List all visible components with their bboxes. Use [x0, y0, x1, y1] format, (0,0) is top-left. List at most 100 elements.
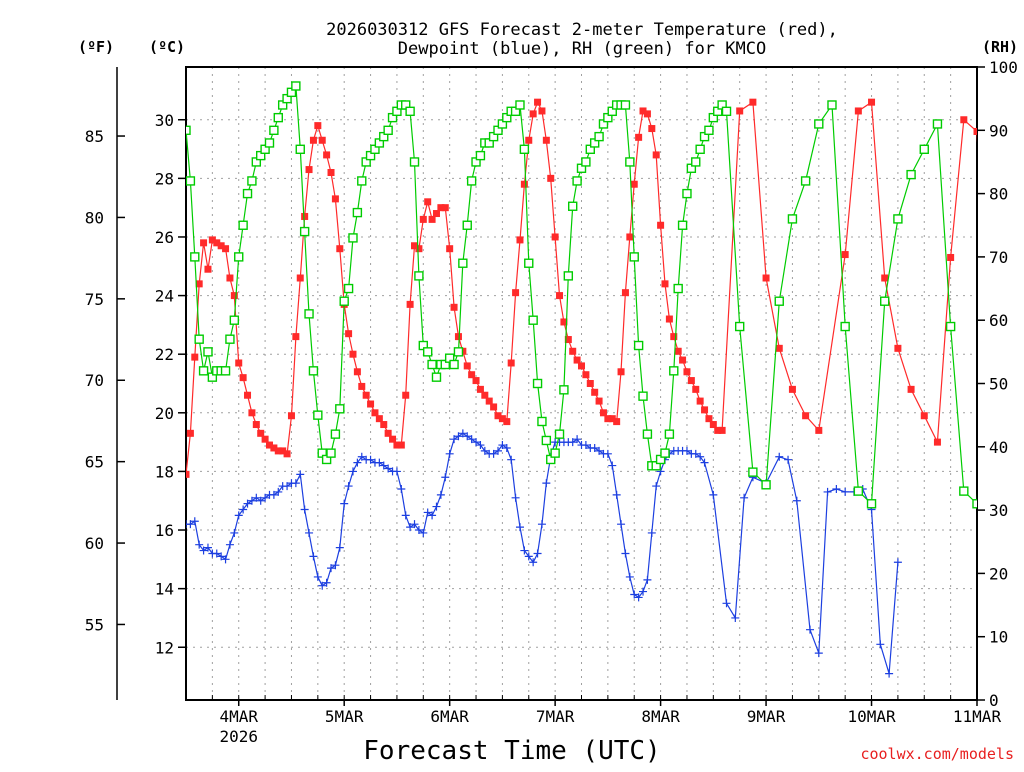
temperature-point — [200, 239, 208, 247]
dewpoint-point — [722, 599, 731, 608]
relative-humidity-point — [691, 157, 701, 167]
dewpoint-point — [300, 505, 309, 514]
relative-humidity-point — [453, 347, 464, 357]
relative-humidity-point — [787, 214, 798, 224]
dewpoint-point — [515, 523, 524, 532]
temperature-point — [454, 333, 462, 341]
temperature-point — [626, 233, 634, 241]
temperature-point — [736, 107, 744, 115]
temperature-point — [490, 403, 498, 411]
dewpoint-point — [283, 482, 292, 491]
unit-fahrenheit-label: (ºF) — [78, 38, 114, 56]
fahrenheit-tick-label: 55 — [85, 615, 104, 634]
relative-humidity-point — [194, 334, 204, 344]
temperature-point — [621, 289, 629, 297]
dewpoint-point — [269, 490, 278, 499]
temperature-point — [547, 174, 555, 182]
temperature-point — [907, 385, 915, 393]
temperature-point — [213, 239, 221, 247]
dewpoint-point — [608, 461, 617, 470]
temperature-point — [411, 242, 419, 250]
dewpoint-point — [696, 452, 705, 461]
temperature-point — [318, 136, 326, 144]
temperature-point — [252, 421, 260, 429]
relative-humidity-point — [594, 131, 604, 142]
relative-humidity-point — [932, 119, 943, 129]
temperature-point — [617, 368, 625, 376]
temperature-point — [512, 289, 520, 297]
dewpoint-point — [406, 523, 415, 532]
dewpoint-point — [392, 467, 401, 476]
temperature-point — [815, 426, 823, 434]
temperature-point — [239, 374, 247, 382]
x-tick-label: 6MAR — [430, 707, 469, 726]
temperature-point — [569, 347, 577, 355]
dewpoint-point — [203, 543, 212, 552]
relative-humidity-point — [550, 448, 560, 458]
rh-tick-label: 40 — [989, 438, 1008, 457]
temperature-point — [670, 333, 678, 341]
temperature-point — [498, 415, 506, 423]
temperature-point — [718, 426, 726, 434]
relative-humidity-point — [383, 125, 393, 136]
celsius-tick-label: 30 — [155, 111, 174, 130]
rh-tick-label: 80 — [989, 185, 1008, 204]
dewpoint-point — [590, 443, 599, 452]
temperature-point — [749, 98, 757, 106]
dewpoint-point — [190, 517, 199, 526]
dewpoint-point — [507, 455, 516, 464]
temperature-point — [186, 429, 194, 437]
temperature-point — [714, 426, 722, 434]
relative-humidity-point — [638, 391, 648, 401]
relative-humidity-point — [330, 429, 341, 439]
dewpoint-point — [832, 485, 841, 493]
dewpoint-point — [621, 549, 630, 558]
dewpoint-point — [731, 613, 740, 622]
relative-humidity-point — [186, 125, 191, 136]
temperature-point — [762, 274, 770, 282]
dewpoint-point — [595, 446, 604, 455]
celsius-tick-label: 12 — [155, 638, 174, 657]
temperature-point — [204, 265, 212, 273]
fahrenheit-tick-label: 65 — [85, 453, 104, 472]
celsius-tick-label: 16 — [155, 521, 174, 540]
temperature-point — [674, 347, 682, 355]
dewpoint-point — [436, 490, 445, 499]
temperature-point — [564, 336, 572, 344]
temperature-point — [595, 397, 603, 405]
temperature-point — [226, 274, 234, 282]
relative-humidity-point — [515, 100, 525, 110]
celsius-tick-label: 28 — [155, 169, 174, 188]
relative-humidity-point — [238, 220, 248, 230]
dewpoint-point — [792, 496, 801, 505]
relative-humidity-point — [814, 119, 824, 129]
celsius-tick-label: 22 — [155, 345, 174, 364]
temperature-point — [701, 406, 709, 414]
temperature-point — [692, 385, 700, 393]
relative-humidity-point — [827, 100, 837, 110]
relative-humidity-point — [203, 347, 213, 357]
temperature-point — [468, 371, 476, 379]
temperature-point — [208, 236, 216, 244]
relative-humidity-point — [225, 334, 235, 344]
dewpoint-point — [542, 479, 551, 488]
dewpoint-point — [331, 561, 340, 570]
dewpoint-point — [428, 511, 437, 520]
dewpoint-point — [612, 490, 621, 499]
relative-humidity-point — [919, 144, 929, 154]
dewpoint-point — [445, 449, 454, 458]
temperature-point — [960, 116, 968, 124]
temperature-point — [345, 330, 353, 338]
dewpoint-point — [652, 482, 661, 491]
temperature-point — [393, 441, 401, 449]
temperature-point — [661, 280, 669, 288]
temperature-point — [217, 242, 225, 250]
dewpoint-point — [348, 467, 357, 476]
relative-humidity-point — [673, 283, 683, 294]
dewpoint-point — [643, 575, 652, 584]
dewpoint-point — [335, 543, 344, 552]
temperature-point — [336, 245, 344, 253]
dewpoint-point — [568, 438, 577, 447]
temperature-point — [534, 98, 542, 106]
dewpoint-point — [467, 435, 476, 444]
